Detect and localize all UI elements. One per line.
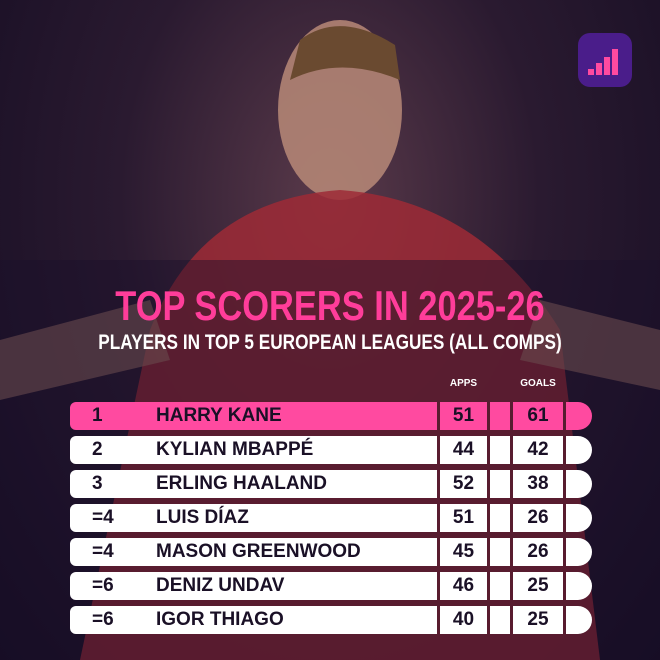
rank: =4 <box>70 538 437 566</box>
cell-spacer <box>490 572 510 600</box>
goals: 61 <box>513 402 563 430</box>
player-name: HARRY KANE <box>156 405 282 426</box>
apps: 40 <box>440 606 487 634</box>
table-row: =6 IGOR THIAGO 40 25 <box>70 606 592 634</box>
goals: 25 <box>513 606 563 634</box>
title: TOP SCORERS IN 2025-26 <box>115 282 545 329</box>
player-name: MASON GREENWOOD <box>156 541 361 562</box>
cell-spacer <box>490 402 510 430</box>
cell-spacer <box>566 538 592 566</box>
cell-spacer <box>566 436 592 464</box>
rank: 2 <box>70 436 437 464</box>
table-row: =4 MASON GREENWOOD 45 26 <box>70 538 592 566</box>
table-row: 3 ERLING HAALAND 52 38 <box>70 470 592 498</box>
table-row: =6 DENIZ UNDAV 46 25 <box>70 572 592 600</box>
apps: 46 <box>440 572 487 600</box>
rank: =6 <box>70 572 437 600</box>
cell-spacer <box>490 606 510 634</box>
table-row: =4 LUIS DÍAZ 51 26 <box>70 504 592 532</box>
cell-spacer <box>566 470 592 498</box>
cell-spacer <box>490 504 510 532</box>
cell-spacer <box>566 606 592 634</box>
cell-spacer <box>490 538 510 566</box>
column-header: APPS <box>449 378 478 389</box>
goals: 42 <box>513 436 563 464</box>
logo <box>578 33 632 87</box>
table-row: 2 KYLIAN MBAPPÉ 44 42 <box>70 436 592 464</box>
cell-spacer <box>566 402 592 430</box>
goals: 38 <box>513 470 563 498</box>
rank: 1 <box>70 402 437 430</box>
apps: 52 <box>440 470 487 498</box>
apps: 44 <box>440 436 487 464</box>
goals: 25 <box>513 572 563 600</box>
rank: =6 <box>70 606 437 634</box>
rank: =4 <box>70 504 437 532</box>
player-name: IGOR THIAGO <box>156 609 284 630</box>
column-header: GOALS <box>520 378 556 389</box>
player-name: LUIS DÍAZ <box>156 507 249 528</box>
table-row: 1 HARRY KANE 51 61 <box>70 402 592 430</box>
goals: 26 <box>513 504 563 532</box>
cell-spacer <box>490 436 510 464</box>
goals: 26 <box>513 538 563 566</box>
player-name: KYLIAN MBAPPÉ <box>156 439 314 460</box>
apps: 51 <box>440 504 487 532</box>
cell-spacer <box>566 572 592 600</box>
player-name: DENIZ UNDAV <box>156 575 285 596</box>
cell-spacer <box>566 504 592 532</box>
apps: 45 <box>440 538 487 566</box>
cell-spacer <box>490 470 510 498</box>
player-name: ERLING HAALAND <box>156 473 327 494</box>
rank: 3 <box>70 470 437 498</box>
subtitle: PLAYERS IN TOP 5 EUROPEAN LEAGUES (ALL C… <box>98 331 562 354</box>
apps: 51 <box>440 402 487 430</box>
